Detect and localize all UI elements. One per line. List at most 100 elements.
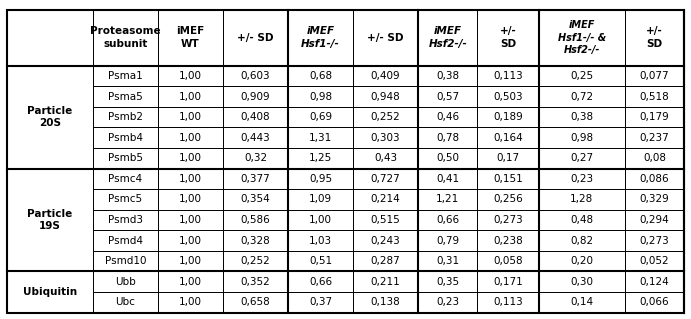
Text: 0,171: 0,171	[493, 277, 523, 287]
Bar	[477, 292, 539, 313]
Bar	[288, 10, 353, 66]
Text: 0,066: 0,066	[640, 297, 670, 307]
Bar	[625, 86, 684, 107]
Bar	[158, 210, 223, 230]
Text: 0,113: 0,113	[493, 297, 523, 307]
Bar	[477, 271, 539, 292]
Text: Ubc: Ubc	[115, 297, 135, 307]
Text: 0,328: 0,328	[240, 236, 270, 246]
Text: 0,164: 0,164	[493, 133, 523, 143]
Text: 1,28: 1,28	[570, 194, 594, 204]
Text: 0,211: 0,211	[371, 277, 401, 287]
Bar	[288, 251, 353, 271]
Text: 1,03: 1,03	[309, 236, 332, 246]
Text: 0,256: 0,256	[493, 194, 523, 204]
Text: 0,08: 0,08	[643, 153, 666, 163]
Text: 0,058: 0,058	[493, 256, 523, 266]
Text: 0,72: 0,72	[570, 92, 594, 101]
Text: 1,00: 1,00	[179, 236, 202, 246]
Bar	[477, 107, 539, 127]
Bar	[477, 66, 539, 86]
Text: 0,35: 0,35	[436, 277, 460, 287]
Bar	[223, 10, 288, 66]
Text: Psmb5: Psmb5	[108, 153, 143, 163]
Bar	[158, 86, 223, 107]
Bar	[158, 292, 223, 313]
Bar	[539, 66, 625, 86]
Bar	[625, 251, 684, 271]
Text: Particle
20S: Particle 20S	[28, 106, 73, 128]
Bar	[93, 189, 158, 210]
Text: 0,329: 0,329	[640, 194, 670, 204]
Bar	[353, 189, 418, 210]
Bar	[158, 168, 223, 189]
Bar	[223, 230, 288, 251]
Bar	[288, 168, 353, 189]
Bar	[288, 107, 353, 127]
Bar	[158, 10, 223, 66]
Bar	[288, 210, 353, 230]
Bar	[353, 66, 418, 86]
Bar	[539, 189, 625, 210]
Text: 0,79: 0,79	[436, 236, 460, 246]
Text: 0,14: 0,14	[570, 297, 594, 307]
Text: 0,66: 0,66	[309, 277, 332, 287]
Text: 0,052: 0,052	[640, 256, 670, 266]
Text: Psma5: Psma5	[108, 92, 143, 101]
Bar	[223, 168, 288, 189]
Bar	[539, 107, 625, 127]
Text: 0,518: 0,518	[640, 92, 670, 101]
Text: 1,00: 1,00	[179, 194, 202, 204]
Text: 0,23: 0,23	[436, 297, 460, 307]
Text: 0,243: 0,243	[371, 236, 401, 246]
Text: 0,57: 0,57	[436, 92, 460, 101]
Text: 0,25: 0,25	[570, 71, 594, 81]
Text: 0,189: 0,189	[493, 112, 523, 122]
Text: 0,82: 0,82	[570, 236, 594, 246]
Bar	[223, 66, 288, 86]
Text: 0,948: 0,948	[371, 92, 401, 101]
Text: 0,68: 0,68	[309, 71, 332, 81]
Text: +/- SD: +/- SD	[237, 33, 274, 43]
Text: 0,38: 0,38	[436, 71, 460, 81]
Text: 1,00: 1,00	[179, 277, 202, 287]
Text: 0,48: 0,48	[570, 215, 594, 225]
Text: 0,41: 0,41	[436, 174, 460, 184]
Text: 0,273: 0,273	[493, 215, 523, 225]
Bar	[477, 86, 539, 107]
Text: 0,287: 0,287	[371, 256, 401, 266]
Bar	[223, 292, 288, 313]
Bar	[539, 210, 625, 230]
Text: 0,27: 0,27	[570, 153, 594, 163]
Bar	[625, 292, 684, 313]
Text: +/- SD: +/- SD	[368, 33, 404, 43]
Text: 0,377: 0,377	[240, 174, 270, 184]
Bar	[625, 230, 684, 251]
Bar	[353, 251, 418, 271]
Bar	[288, 127, 353, 148]
Text: 0,252: 0,252	[371, 112, 401, 122]
Bar	[223, 271, 288, 292]
Bar	[158, 107, 223, 127]
Text: 0,294: 0,294	[640, 215, 670, 225]
Bar	[288, 66, 353, 86]
Bar	[223, 148, 288, 168]
Bar	[353, 107, 418, 127]
Text: 1,00: 1,00	[179, 174, 202, 184]
Bar	[477, 148, 539, 168]
Text: 0,077: 0,077	[640, 71, 670, 81]
Bar	[158, 66, 223, 86]
Text: 0,727: 0,727	[371, 174, 401, 184]
Text: Particle
19S: Particle 19S	[28, 209, 73, 231]
Bar	[223, 107, 288, 127]
Bar	[625, 10, 684, 66]
Text: iMEF
Hsf2-/-: iMEF Hsf2-/-	[428, 26, 467, 49]
Bar	[418, 230, 477, 251]
Text: 0,32: 0,32	[244, 153, 267, 163]
Text: +/-
SD: +/- SD	[500, 26, 516, 49]
Bar	[418, 66, 477, 86]
Text: Proteasome
subunit: Proteasome subunit	[91, 26, 161, 49]
Text: 0,30: 0,30	[570, 277, 594, 287]
Bar	[353, 210, 418, 230]
Text: 0,38: 0,38	[570, 112, 594, 122]
